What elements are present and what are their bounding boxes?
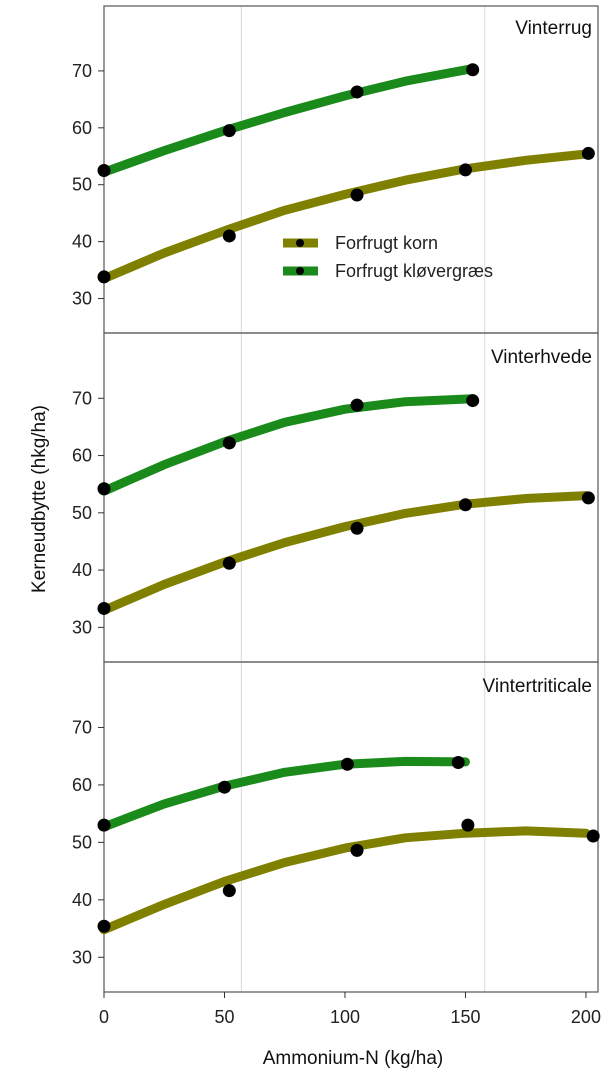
data-point — [222, 556, 236, 570]
data-point — [466, 394, 480, 408]
y-tick-label: 60 — [72, 118, 92, 138]
data-point — [222, 884, 236, 898]
series-curve — [99, 394, 478, 496]
x-tick-label: 0 — [99, 1007, 109, 1027]
data-point — [350, 843, 364, 857]
series-curve — [99, 756, 470, 832]
y-tick-label: 60 — [72, 775, 92, 795]
panel-title: Vinterhvede — [491, 347, 592, 368]
y-tick-label: 30 — [72, 947, 92, 967]
y-tick-label: 50 — [72, 503, 92, 523]
data-point — [97, 919, 111, 933]
data-point — [350, 85, 364, 99]
y-tick-label: 50 — [72, 175, 92, 195]
y-tick-label: 50 — [72, 832, 92, 852]
legend-marker — [296, 267, 304, 275]
legend-marker — [296, 239, 304, 247]
data-point — [466, 63, 480, 77]
y-axis-title: Kerneudbytte (hkg/ha) — [29, 405, 50, 593]
panel-title: Vinterrug — [515, 18, 592, 39]
y-tick-label: 60 — [72, 446, 92, 466]
data-point — [458, 498, 472, 512]
data-point — [97, 818, 111, 832]
x-tick-label: 200 — [571, 1007, 601, 1027]
panel-title: Vintertriticale — [483, 676, 592, 697]
y-tick-label: 70 — [72, 388, 92, 408]
legend-label: Forfrugt kløvergræs — [335, 261, 493, 281]
y-tick-label: 30 — [72, 289, 92, 309]
data-point — [97, 164, 111, 177]
data-point — [350, 398, 364, 412]
y-tick-label: 40 — [72, 560, 92, 580]
x-tick-label: 50 — [214, 1007, 234, 1027]
legend-label: Forfrugt korn — [335, 233, 438, 253]
y-tick-label: 30 — [72, 617, 92, 637]
data-point — [222, 229, 236, 243]
data-point — [581, 491, 595, 505]
data-point — [217, 780, 231, 794]
data-point — [451, 756, 465, 770]
series-curve — [99, 149, 591, 284]
y-tick-label: 70 — [72, 717, 92, 737]
data-point — [586, 829, 600, 843]
data-point — [458, 163, 472, 177]
series-curve — [99, 64, 478, 177]
data-point — [97, 601, 111, 615]
data-point — [97, 270, 111, 284]
data-point — [350, 188, 364, 202]
data-point — [222, 436, 236, 450]
x-tick-label: 150 — [450, 1007, 480, 1027]
series-curve — [99, 491, 591, 615]
series-curve — [99, 826, 591, 935]
y-tick-label: 40 — [72, 890, 92, 910]
y-tick-label: 40 — [72, 232, 92, 252]
data-point — [461, 818, 475, 832]
data-point — [350, 521, 364, 535]
data-point — [222, 124, 236, 138]
data-point — [97, 482, 111, 496]
panel-frame — [103, 5, 599, 334]
y-tick-label: 70 — [72, 61, 92, 81]
x-axis-title: Ammonium-N (kg/ha) — [263, 1048, 444, 1069]
data-point — [340, 757, 354, 771]
data-point — [581, 146, 595, 160]
x-tick-label: 100 — [330, 1007, 360, 1027]
